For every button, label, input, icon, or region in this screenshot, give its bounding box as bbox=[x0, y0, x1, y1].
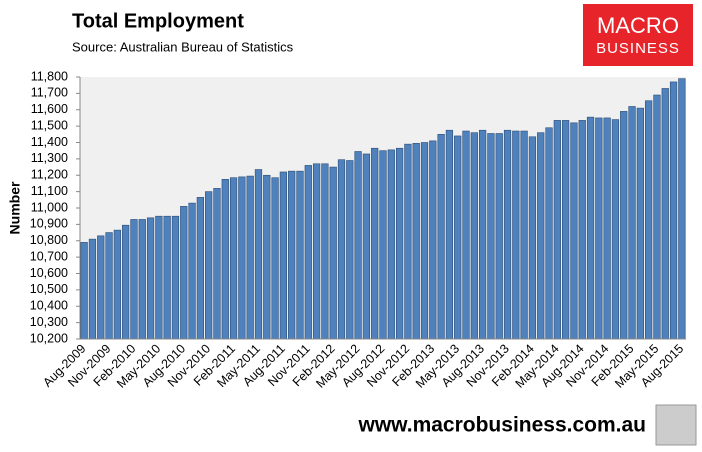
bar bbox=[462, 130, 470, 340]
bar bbox=[404, 143, 412, 340]
bar bbox=[354, 151, 362, 340]
y-tick-label: 10,800 bbox=[30, 233, 68, 247]
bar bbox=[503, 129, 512, 340]
y-tick-label: 11,800 bbox=[31, 69, 68, 83]
bar bbox=[678, 78, 686, 340]
bar bbox=[420, 142, 429, 340]
bar bbox=[553, 120, 561, 340]
bar bbox=[296, 170, 304, 340]
y-tick-label: 11,700 bbox=[31, 86, 68, 100]
bar bbox=[122, 224, 130, 340]
bar bbox=[263, 174, 271, 340]
bar bbox=[395, 147, 404, 340]
bar bbox=[445, 129, 454, 340]
bar bbox=[611, 119, 620, 340]
bar bbox=[213, 188, 221, 340]
bar bbox=[155, 215, 163, 340]
logo-box bbox=[583, 4, 693, 66]
y-tick-label: 11,000 bbox=[31, 200, 68, 214]
bar bbox=[470, 132, 478, 340]
bar bbox=[188, 202, 196, 340]
bar bbox=[545, 127, 553, 340]
bar bbox=[346, 160, 354, 340]
y-tick-label: 11,500 bbox=[31, 118, 68, 132]
bar bbox=[437, 134, 445, 340]
chart-subtitle: Source: Australian Bureau of Statistics bbox=[72, 39, 294, 54]
bar bbox=[371, 147, 379, 340]
bar bbox=[138, 219, 146, 340]
bar bbox=[379, 150, 387, 340]
bar bbox=[97, 235, 105, 340]
y-axis-label: Number bbox=[7, 181, 23, 234]
bar bbox=[329, 166, 337, 340]
bar bbox=[595, 117, 603, 340]
bar bbox=[254, 169, 263, 340]
bar bbox=[180, 206, 188, 340]
chart-title: Total Employment bbox=[72, 10, 244, 32]
bar bbox=[171, 215, 180, 340]
bar bbox=[645, 100, 653, 340]
bar bbox=[528, 136, 537, 340]
y-tick-label: 10,600 bbox=[30, 266, 68, 280]
bar bbox=[412, 143, 420, 340]
y-tick-label: 10,700 bbox=[30, 249, 68, 263]
y-tick-label: 10,500 bbox=[30, 282, 68, 296]
bar bbox=[487, 133, 495, 340]
bar bbox=[636, 107, 644, 340]
bar bbox=[288, 170, 296, 340]
bar bbox=[387, 149, 395, 340]
bar bbox=[362, 153, 371, 340]
bar bbox=[304, 165, 312, 340]
y-tick-label: 11,100 bbox=[31, 184, 68, 198]
bar bbox=[454, 135, 462, 340]
bar bbox=[653, 94, 661, 340]
bar bbox=[196, 197, 204, 340]
bar bbox=[105, 232, 113, 340]
y-tick-label: 11,600 bbox=[31, 102, 68, 116]
bar bbox=[312, 163, 321, 340]
bar bbox=[520, 130, 528, 340]
bar bbox=[337, 159, 346, 340]
bar bbox=[512, 130, 520, 340]
bar bbox=[570, 122, 578, 340]
bar bbox=[80, 242, 88, 340]
bar bbox=[562, 120, 570, 340]
y-tick-label: 10,900 bbox=[30, 217, 68, 231]
bar bbox=[146, 217, 155, 340]
y-tick-label: 11,200 bbox=[31, 168, 68, 182]
bar bbox=[628, 106, 636, 340]
y-tick-label: 11,400 bbox=[31, 135, 68, 149]
logo-text: BUSINESS bbox=[596, 40, 680, 57]
bar bbox=[271, 177, 279, 340]
logo-text: MACRO bbox=[597, 13, 679, 38]
bar bbox=[163, 215, 171, 340]
bar bbox=[537, 132, 545, 340]
bar bbox=[586, 116, 595, 340]
bar bbox=[246, 175, 254, 340]
bar bbox=[661, 88, 669, 340]
bar bbox=[429, 140, 437, 340]
bar bbox=[495, 133, 503, 340]
y-tick-label: 11,300 bbox=[31, 151, 68, 165]
bar bbox=[603, 117, 611, 340]
bar bbox=[279, 171, 288, 340]
bar bbox=[205, 191, 213, 340]
bar bbox=[130, 219, 138, 340]
bar bbox=[669, 81, 678, 340]
y-tick-label: 10,400 bbox=[30, 299, 68, 313]
bar bbox=[238, 176, 246, 340]
logo-icon bbox=[655, 404, 697, 446]
bar bbox=[221, 179, 229, 340]
bar bbox=[88, 238, 97, 340]
bar bbox=[113, 229, 121, 340]
footer: www.macrobusiness.com.au bbox=[358, 414, 646, 437]
bar bbox=[321, 163, 329, 340]
bar bbox=[620, 111, 628, 340]
bar bbox=[229, 177, 238, 340]
y-tick-label: 10,300 bbox=[30, 315, 68, 329]
y-tick-label: 10,200 bbox=[30, 331, 68, 345]
bar bbox=[478, 129, 487, 340]
bar bbox=[578, 120, 586, 340]
